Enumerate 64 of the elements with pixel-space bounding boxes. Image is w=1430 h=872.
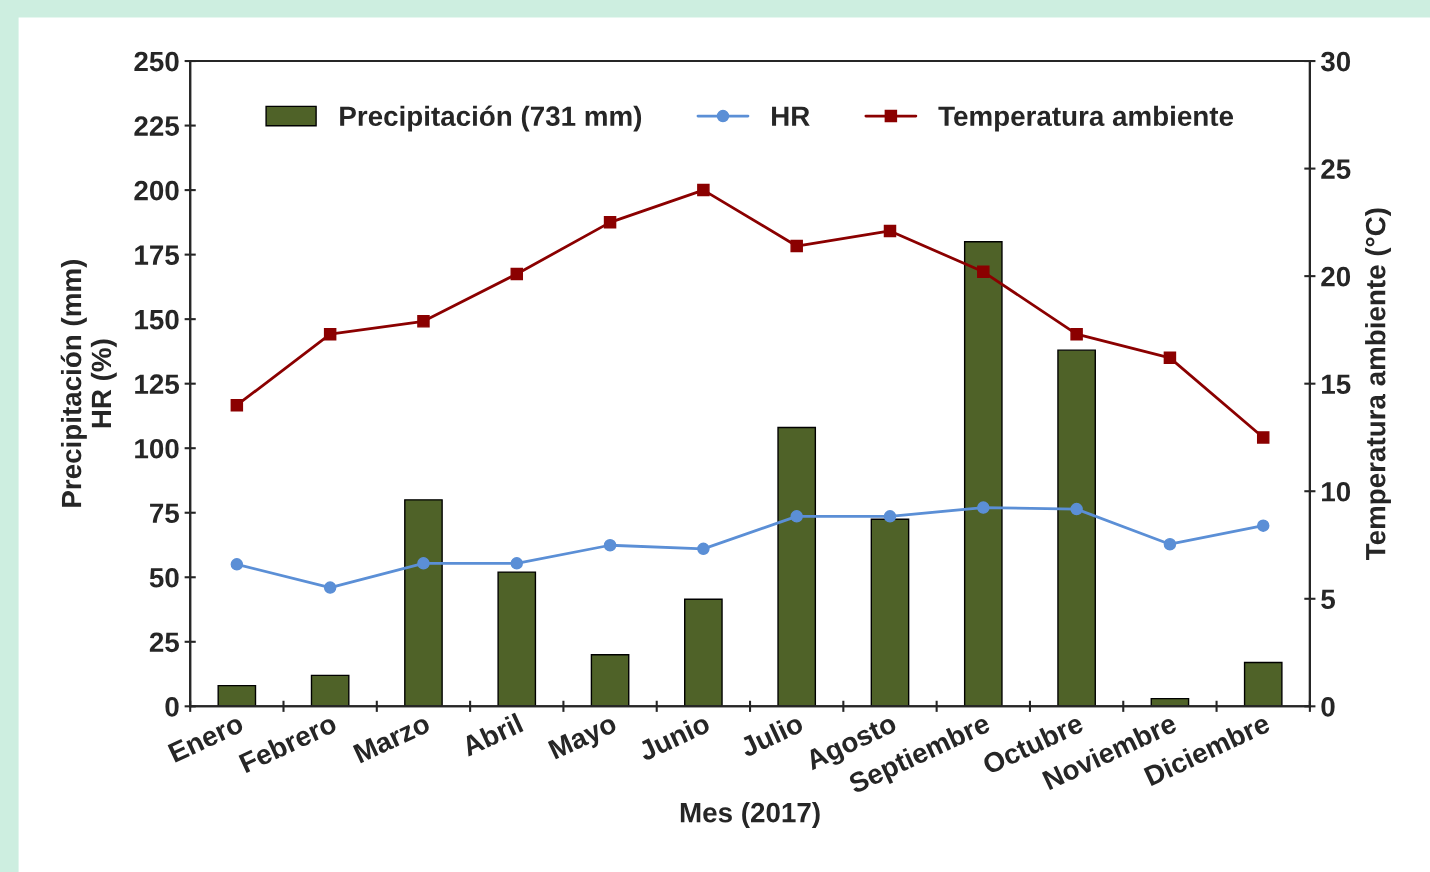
bar (870, 518, 910, 707)
point (230, 398, 244, 412)
point (790, 510, 803, 523)
point (883, 510, 897, 523)
point (230, 558, 244, 571)
point (603, 216, 617, 229)
point (1070, 327, 1083, 341)
bar (684, 598, 723, 707)
y-tick-label: 250 (134, 51, 179, 72)
point (1163, 537, 1177, 551)
y-tick-label: 225 (134, 116, 179, 136)
y2-tick-label: 10 (1322, 481, 1351, 502)
bar (1243, 661, 1283, 707)
y-tick-label: 125 (135, 374, 179, 395)
y-tick-label: 100 (135, 438, 179, 459)
y2-tick-label: 20 (1321, 266, 1351, 287)
legend-label: Temperatura ambiente (938, 105, 1234, 132)
point (603, 539, 617, 552)
bar (404, 499, 443, 707)
x-tick-label: Mayo (547, 713, 621, 765)
y2-axis-title: Temperatura ambiente (°C) (1365, 208, 1391, 560)
point (697, 542, 710, 556)
point (790, 239, 803, 253)
y-tick-label: 50 (149, 567, 179, 588)
legend-label: Precipitación (731 mm) (340, 105, 642, 132)
y2-tick-label: 25 (1321, 159, 1351, 179)
y-tick-label: 25 (149, 632, 179, 653)
x-tick-label: Abril (460, 712, 524, 757)
point (510, 267, 524, 281)
bar (777, 426, 817, 707)
point (697, 183, 710, 197)
x-axis-title: Mes (2017) (680, 802, 820, 828)
point (417, 315, 430, 328)
y2-tick-label: 15 (1322, 374, 1351, 395)
point (323, 327, 337, 341)
point (510, 557, 524, 570)
x-tick-label: Marzo (352, 713, 432, 764)
y-tick-label: 75 (150, 503, 179, 524)
bar (1057, 349, 1096, 707)
point (977, 265, 990, 279)
y-tick-label: 175 (135, 245, 179, 265)
point (417, 557, 430, 570)
legend-label: HR (772, 106, 810, 126)
y-tick-label: 200 (134, 180, 179, 201)
point (977, 501, 990, 514)
point (1070, 502, 1083, 516)
y2-tick-label: 5 (1321, 589, 1335, 610)
y-axis-title: Precipitación (mm) HR (%) (60, 260, 117, 507)
point (883, 224, 897, 238)
bar (217, 684, 257, 707)
y-tick-label: 150 (135, 309, 179, 330)
point (323, 581, 337, 594)
bar (590, 654, 630, 707)
y2-tick-label: 30 (1320, 51, 1351, 72)
bar (310, 674, 350, 707)
point (1256, 519, 1270, 532)
x-tick-label: Julio (738, 712, 805, 758)
y2-tick-label: 0 (1321, 696, 1335, 717)
x-tick-label: Junio (636, 712, 712, 762)
bar (497, 571, 537, 707)
y-tick-label: 0 (165, 696, 179, 717)
point (1256, 431, 1270, 444)
point (1163, 351, 1177, 365)
bar (963, 241, 1003, 707)
